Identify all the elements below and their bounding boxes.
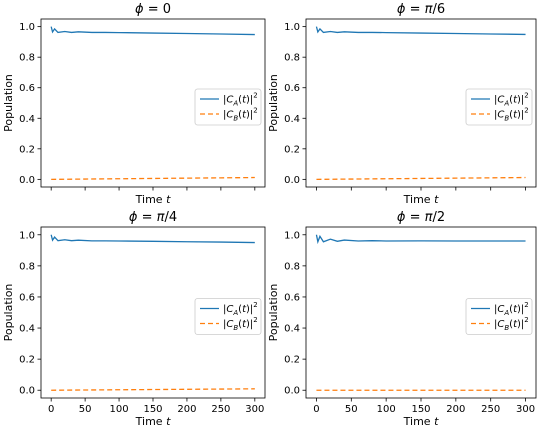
y-tick-label: 0.4 [284,324,300,335]
series-line-0 [315,234,526,245]
x-axis-label: Time t [135,415,171,427]
legend-label-1: |CB(t)|2 [494,107,529,123]
legend-box [194,88,262,126]
legend-label-1: |CB(t)|2 [494,316,529,332]
legend-label-1: |CB(t)|2 [223,107,258,123]
legend-label-0: |CA(t)|2 [223,301,258,317]
legend-box [194,298,262,335]
legend: |CA(t)|2|CB(t)|2 [194,298,262,335]
legend: |CA(t)|2|CB(t)|2 [465,298,533,335]
y-tick-label: 1.0 [19,230,35,241]
y-tick-label: 1.0 [284,22,300,33]
legend-box [465,298,533,335]
x-tick-label: 150 [143,404,162,415]
x-tick-label: 200 [177,404,196,415]
y-tick-label: 0.4 [19,114,35,125]
y-tick-label: 0.0 [19,175,35,186]
x-tick-label: 150 [411,404,430,415]
y-tick-label: 0.2 [19,355,35,366]
y-axis-label: Population [267,74,280,132]
subplot-2: ϕ = π/4 0.0 0.2 0.4 0.6 0.8 1.0 0 50 100 150 200 250… [2,210,266,427]
y-tick-label: 0.4 [284,114,300,125]
subplot-3: ϕ = π/2 0.0 0.2 0.4 0.6 0.8 1.0 0 50 100 150 200 250… [267,210,537,427]
series-line-1 [316,176,526,181]
legend: |CA(t)|2|CB(t)|2 [194,88,262,126]
x-axis-label: Time t [403,415,439,427]
y-tick-label: 0.8 [284,53,300,64]
y-axis-label: Population [2,74,15,132]
series-line-1 [51,388,255,391]
x-tick-label: 250 [481,404,500,415]
x-tick-label: 300 [516,404,535,415]
x-tick-label: 300 [245,404,264,415]
subplot-0: ϕ = 0 0.0 0.2 0.4 0.6 0.8 1.0 Time t Population |… [2,2,266,206]
x-tick-label: 0 [48,404,54,415]
legend-label-1: |CB(t)|2 [223,316,258,332]
y-tick-label: 0.0 [284,386,300,397]
y-tick-label: 1.0 [284,230,300,241]
y-tick-label: 0.8 [284,261,300,272]
x-tick-label: 100 [110,404,129,415]
series-line-1 [51,176,255,181]
legend-label-0: |CA(t)|2 [494,92,529,108]
series-line-0 [315,26,526,36]
subplot-title: ϕ = π/6 [397,2,445,17]
legend-label-0: |CA(t)|2 [494,301,529,317]
x-tick-label: 100 [377,404,396,415]
subplot-title: ϕ = 0 [135,2,171,17]
y-tick-label: 0.8 [19,53,35,64]
y-tick-label: 0.6 [284,292,300,303]
y-tick-label: 0.6 [19,292,35,303]
y-tick-label: 0.8 [19,261,35,272]
y-tick-label: 1.0 [19,22,35,33]
y-tick-label: 0.2 [284,144,300,155]
y-tick-label: 0.0 [284,175,300,186]
y-tick-label: 0.2 [19,144,35,155]
x-tick-label: 50 [79,404,92,415]
y-tick-label: 0.6 [19,83,35,94]
series-line-0 [50,26,255,36]
legend-box [465,88,533,126]
x-tick-label: 250 [211,404,230,415]
subplot-title: ϕ = π/2 [397,210,445,225]
x-axis-label: Time t [403,193,439,206]
x-tick-label: 50 [345,404,358,415]
y-tick-label: 0.2 [284,355,300,366]
series-line-0 [50,234,255,244]
y-axis-label: Population [267,284,280,342]
y-tick-label: 0.4 [19,324,35,335]
y-tick-label: 0.6 [284,83,300,94]
x-tick-label: 0 [313,404,319,415]
subplot-title: ϕ = π/4 [129,210,177,225]
x-axis-label: Time t [135,193,171,206]
subplot-1: ϕ = π/6 0.0 0.2 0.4 0.6 0.8 1.0 Time t Populatio… [267,2,537,206]
y-axis-label: Population [2,284,15,342]
legend: |CA(t)|2|CB(t)|2 [465,88,533,126]
y-tick-label: 0.0 [19,386,35,397]
legend-label-0: |CA(t)|2 [223,92,258,108]
x-tick-label: 200 [446,404,465,415]
